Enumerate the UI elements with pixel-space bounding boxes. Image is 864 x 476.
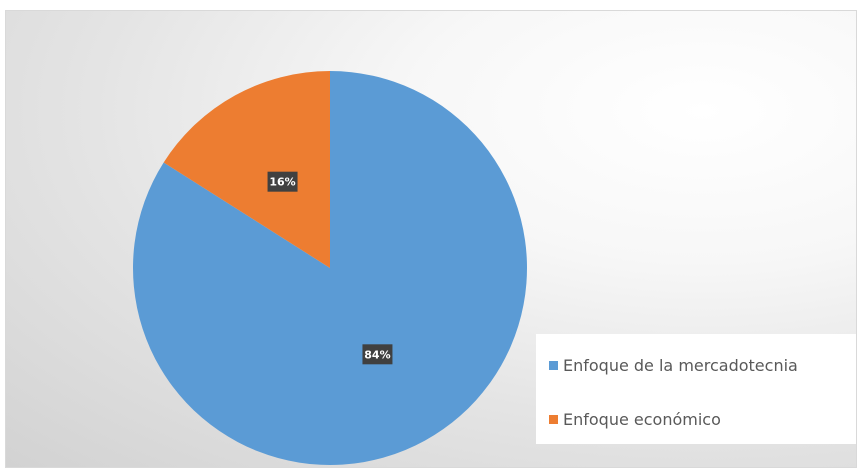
pie-plot: 84% 16% (132, 71, 527, 465)
legend-swatch-economico (549, 414, 558, 424)
svg-text:16%: 16% (269, 176, 295, 189)
svg-text:84%: 84% (364, 348, 390, 361)
pie-slice-economico (163, 71, 330, 268)
legend-item-mercadotecnia: Enfoque de la mercadotecnia (549, 350, 856, 380)
legend-item-economico: Enfoque económico (549, 404, 856, 434)
pie-data-labels: 84% 16% (267, 171, 393, 365)
chart-legend: Enfoque de la mercadotecnia Enfoque econ… (536, 334, 856, 444)
data-label-mercadotecnia: 84% (362, 344, 393, 365)
pie-slices (132, 71, 527, 465)
legend-swatch-mercadotecnia (549, 360, 558, 370)
data-label-economico: 16% (267, 171, 298, 192)
pie-chart: 84% 16% Enfoque de la mercadotecnia Enfoq… (5, 10, 857, 468)
legend-label-mercadotecnia: Enfoque de la mercadotecnia (563, 355, 798, 375)
legend-label-economico: Enfoque económico (563, 409, 721, 429)
